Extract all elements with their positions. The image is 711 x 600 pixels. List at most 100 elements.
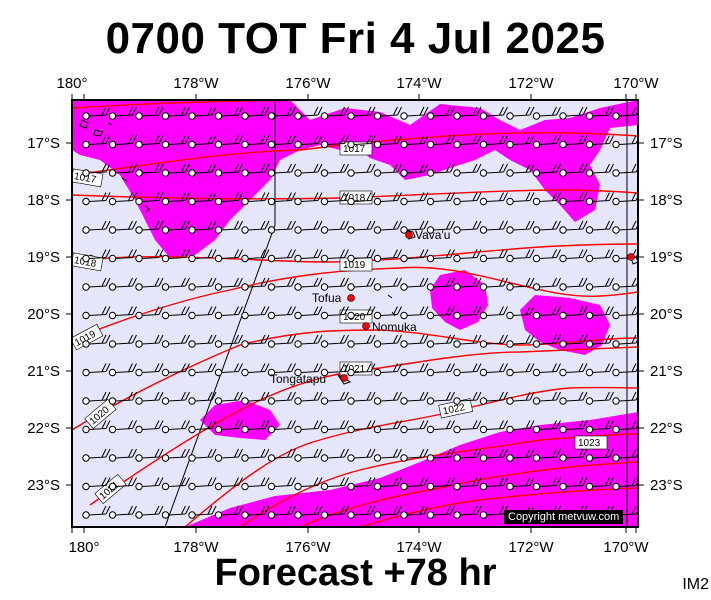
wind-barb — [135, 135, 164, 149]
wind-barb — [320, 106, 349, 120]
places: Vava'u Tofua Nomuka Tongatapu — [270, 228, 635, 386]
wind-barb — [82, 277, 111, 291]
wind-barb — [585, 277, 614, 291]
right-lat-label: 18°S — [650, 192, 683, 209]
svg-text:Tongatapu: Tongatapu — [270, 372, 326, 386]
wind-barb — [400, 391, 429, 405]
wind-barb — [426, 220, 455, 234]
wind-barb — [108, 334, 137, 348]
wind-barbs — [82, 106, 666, 519]
wind-barb — [294, 420, 323, 434]
wind-barb — [453, 220, 482, 234]
left-lat-label: 18°S — [27, 192, 60, 209]
wind-barb — [426, 391, 455, 405]
wind-barb — [267, 106, 296, 120]
wind-barb — [639, 107, 666, 119]
wind-barb — [400, 277, 429, 291]
wind-barb — [347, 220, 376, 234]
rain-area-south — [185, 412, 638, 527]
wind-barb — [188, 505, 217, 519]
wind-barb — [373, 192, 402, 206]
wind-barb — [479, 363, 508, 377]
wind-barb — [559, 220, 588, 234]
bottom-lon-label: 176°W — [285, 539, 331, 556]
wind-barb — [267, 448, 296, 462]
wind-barb — [506, 420, 535, 434]
top-lon-label: 172°W — [508, 75, 554, 92]
wind-barb — [135, 505, 164, 519]
wind-barb — [426, 163, 455, 177]
wind-barb — [559, 163, 588, 177]
wind-barb — [347, 448, 376, 462]
wind-barb — [426, 277, 455, 291]
wind-barb — [453, 391, 482, 405]
wind-barb — [161, 391, 190, 405]
left-lat-label: 20°S — [27, 306, 60, 323]
wind-barb — [373, 106, 402, 120]
wind-barb — [82, 306, 111, 320]
wind-barb — [400, 477, 429, 491]
wind-barb — [82, 220, 111, 234]
wind-barb — [294, 391, 323, 405]
wind-barb — [453, 363, 482, 377]
wind-barb — [347, 163, 376, 177]
wind-barb — [214, 391, 243, 405]
wind-barb — [479, 163, 508, 177]
place-nomuka: Nomuka — [362, 320, 417, 334]
wind-barb — [639, 506, 666, 518]
wind-barb — [532, 163, 561, 177]
wind-barb — [241, 505, 270, 519]
wind-barb — [373, 306, 402, 320]
wind-barb — [585, 391, 614, 405]
wind-barb — [612, 135, 638, 149]
wind-barb — [161, 249, 190, 263]
svg-text:1023: 1023 — [578, 438, 601, 449]
wind-barb — [135, 420, 164, 434]
wind-barb — [347, 334, 376, 348]
wind-barb — [559, 448, 588, 462]
wind-barb — [135, 477, 164, 491]
wind-barb — [320, 220, 349, 234]
wind-barb — [479, 220, 508, 234]
wind-barb — [188, 420, 217, 434]
wind-barb — [347, 135, 376, 149]
wind-barb — [400, 448, 429, 462]
wind-barb — [188, 448, 217, 462]
isobar-label-1020: 1020 — [339, 309, 373, 324]
wind-barb — [479, 135, 508, 149]
wind-barb — [532, 448, 561, 462]
wind-barb — [82, 448, 111, 462]
wind-barb — [135, 448, 164, 462]
svg-text:1021: 1021 — [343, 364, 366, 375]
right-lat-label: 23°S — [650, 477, 683, 494]
top-lon-label: 178°W — [173, 75, 219, 92]
wind-barb — [320, 448, 349, 462]
wind-barb — [479, 477, 508, 491]
wind-barb — [82, 391, 111, 405]
wind-barb — [267, 306, 296, 320]
wind-barb — [585, 448, 614, 462]
wind-barb — [320, 477, 349, 491]
wind-barb — [294, 363, 323, 377]
wind-barb — [639, 449, 666, 461]
wind-barb — [267, 363, 296, 377]
wind-barb — [426, 420, 455, 434]
top-longitude-labels: 180° 178°W 176°W 174°W 172°W 170°W — [56, 75, 659, 92]
wind-barb — [559, 249, 588, 263]
wind-barb — [135, 277, 164, 291]
wind-barb — [267, 505, 296, 519]
wind-barb — [479, 192, 508, 206]
wind-barb — [612, 163, 638, 177]
wind-barb — [373, 277, 402, 291]
wind-barb — [453, 334, 482, 348]
wind-barb — [188, 135, 217, 149]
wind-barb — [347, 277, 376, 291]
wind-barb — [161, 220, 190, 234]
wind-barb — [347, 306, 376, 320]
svg-text:1018: 1018 — [343, 193, 366, 204]
wind-barb — [585, 220, 614, 234]
wind-barb — [347, 420, 376, 434]
wind-barb — [559, 192, 588, 206]
left-lat-label: 17°S — [27, 135, 60, 152]
wind-barb — [108, 163, 137, 177]
